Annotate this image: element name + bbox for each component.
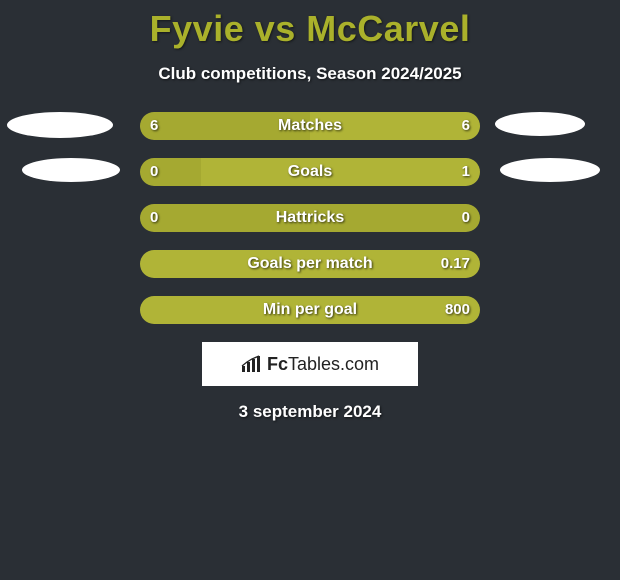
- player-oval: [495, 112, 585, 136]
- bar-label: Goals per match: [140, 250, 480, 278]
- chart-icon: [241, 355, 263, 373]
- subtitle: Club competitions, Season 2024/2025: [0, 64, 620, 84]
- bar-track: 01Goals: [140, 158, 480, 186]
- bar-track: 800Min per goal: [140, 296, 480, 324]
- bar-track: 66Matches: [140, 112, 480, 140]
- fctables-logo: FcTables.com: [241, 354, 379, 375]
- player-oval: [22, 158, 120, 182]
- stats-area: 66Matches 01Goals 00Hattricks 0.17Goals per…: [0, 112, 620, 324]
- stat-row: 800Min per goal: [0, 296, 620, 324]
- stat-row: 0.17Goals per match: [0, 250, 620, 278]
- bar-label: Min per goal: [140, 296, 480, 324]
- date-text: 3 september 2024: [0, 402, 620, 422]
- page-title: Fyvie vs McCarvel: [0, 0, 620, 50]
- bar-track: 00Hattricks: [140, 204, 480, 232]
- logo-brand-suffix: .com: [340, 354, 379, 374]
- bar-track: 0.17Goals per match: [140, 250, 480, 278]
- player-oval: [7, 112, 113, 138]
- logo-brand-left: Fc: [267, 354, 288, 374]
- stat-row: 00Hattricks: [0, 204, 620, 232]
- bar-label: Hattricks: [140, 204, 480, 232]
- logo-brand-right: Tables: [288, 354, 340, 374]
- bar-label: Goals: [140, 158, 480, 186]
- player-oval: [500, 158, 600, 182]
- bar-label: Matches: [140, 112, 480, 140]
- logo-box: FcTables.com: [202, 342, 418, 386]
